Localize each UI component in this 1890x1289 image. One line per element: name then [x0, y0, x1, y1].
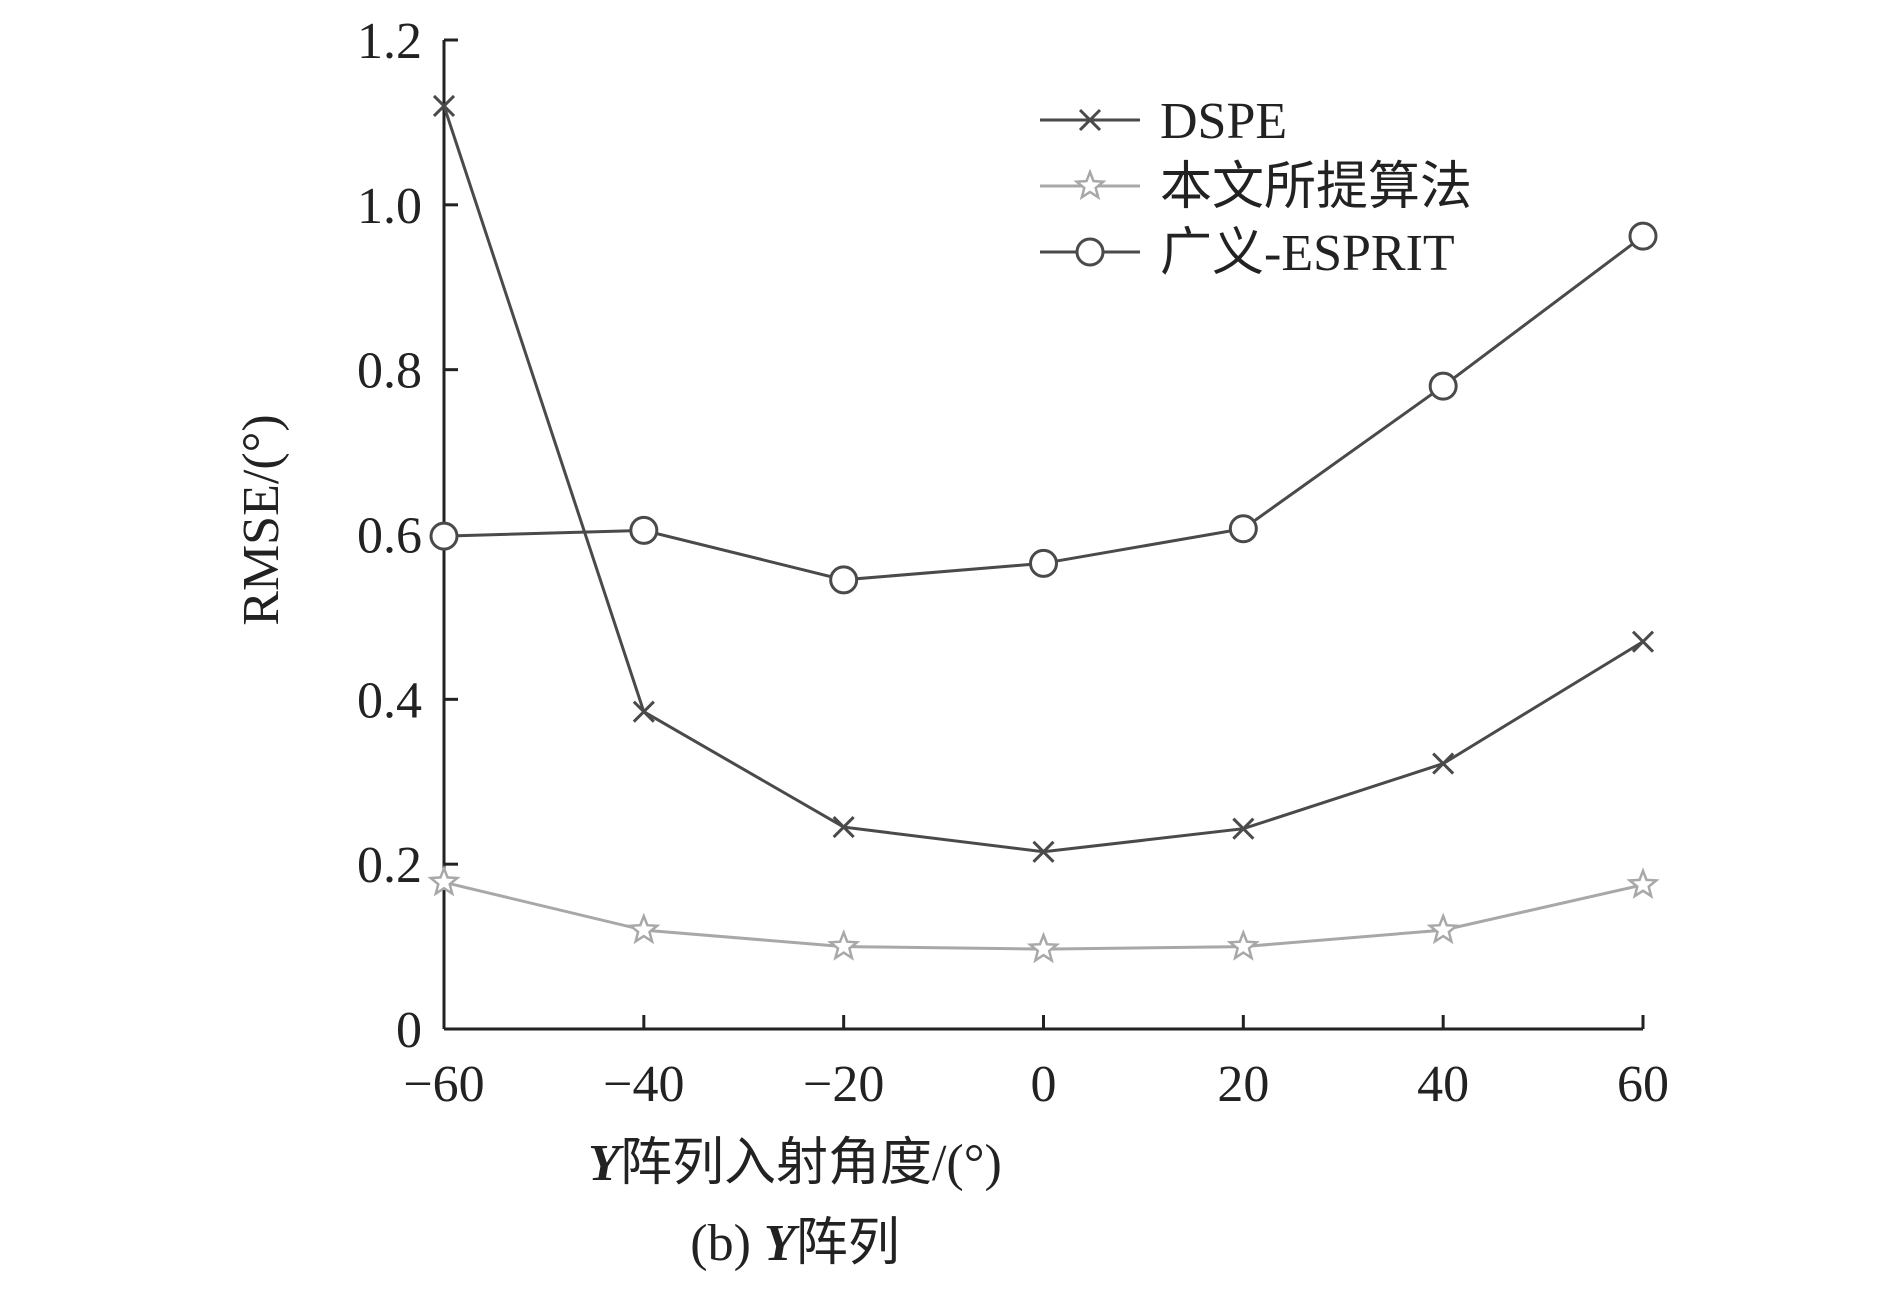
point-x: [1631, 630, 1655, 653]
point-star: [827, 929, 861, 961]
point-star: [1026, 931, 1061, 964]
x-tick-label: −20: [803, 1056, 884, 1113]
legend-marker: [1073, 168, 1107, 201]
x-tick-label: −40: [603, 1056, 684, 1113]
series-x: [432, 94, 1655, 863]
point-x-stroke: [432, 94, 456, 117]
y-tick-label: 1.0: [357, 178, 422, 235]
point-x-stroke: [1032, 840, 1055, 863]
point-x-stroke: [632, 700, 655, 723]
point-x-stroke: [1631, 630, 1655, 653]
point-x-stroke: [1232, 817, 1255, 840]
legend-marker: [1078, 108, 1102, 132]
point-x: [432, 94, 456, 117]
point-x-stroke: [1432, 752, 1455, 775]
point-x: [632, 700, 655, 723]
y-tick-label: 1.2: [357, 13, 422, 70]
legend-label: 本文所提算法: [1160, 159, 1472, 216]
point-circle: [1029, 548, 1058, 578]
legend-label: 广义-ESPRIT: [1160, 225, 1455, 282]
legend-marker: [1075, 237, 1105, 267]
point-circle: [429, 521, 459, 551]
point-star: [1626, 867, 1660, 899]
point-x: [1032, 840, 1055, 863]
axes: −60 −40 −20 0 20 40 60 0 0.2 0.4 0.6 0.8 1.0 1.2: [357, 13, 1669, 1113]
figure-caption: (b) Y阵列: [690, 1215, 899, 1272]
point-x: [832, 816, 855, 839]
series-line-x: [442, 105, 1644, 854]
point-star: [1226, 929, 1260, 961]
point-x: [1232, 817, 1255, 840]
series-circle: [429, 221, 1658, 595]
point-star: [427, 864, 461, 897]
point-circle: [829, 565, 859, 595]
point-star: [1426, 912, 1460, 945]
legend-entry-circle: 广义-ESPRIT: [1040, 225, 1455, 282]
series-line-circle: [443, 235, 1644, 582]
legend-label: DSPE: [1160, 93, 1287, 150]
caption-text: 阵列: [796, 1215, 900, 1272]
x-axis-label-var: Y: [588, 1135, 624, 1192]
caption-var: Y: [764, 1215, 800, 1272]
x-tick-label: 60: [1617, 1056, 1669, 1113]
point-circle: [1228, 514, 1258, 544]
series-layer: [427, 94, 1660, 964]
point-circle: [1428, 371, 1458, 401]
series-star: [427, 864, 1660, 964]
y-axis-label: RMSE/(°): [233, 414, 290, 625]
legend-marker-stroke: [1078, 108, 1102, 132]
point-star: [627, 912, 661, 945]
x-tick-label: 40: [1417, 1056, 1469, 1113]
y-tick-label: 0.2: [357, 837, 422, 894]
point-circle: [1628, 221, 1658, 251]
caption-prefix: (b): [690, 1215, 764, 1272]
y-tick-label: 0.6: [357, 508, 422, 565]
point-circle: [629, 515, 659, 545]
y-tick-label: 0.4: [357, 672, 422, 729]
x-tick-label: 0: [1031, 1056, 1057, 1113]
y-tick-label: 0.8: [357, 343, 422, 400]
point-x-stroke: [832, 816, 855, 839]
legend-entry-star: 本文所提算法: [1040, 159, 1472, 216]
x-axis-label-text: 阵列入射角度/(°): [620, 1135, 1002, 1192]
legend-entry-x: DSPE: [1040, 93, 1287, 150]
y-tick-label: 0: [396, 1002, 422, 1059]
x-tick-label: 20: [1217, 1056, 1269, 1113]
x-tick-label: −60: [403, 1056, 484, 1113]
x-axis-label: Y阵列入射角度/(°): [588, 1135, 1002, 1192]
point-x: [1432, 752, 1455, 775]
